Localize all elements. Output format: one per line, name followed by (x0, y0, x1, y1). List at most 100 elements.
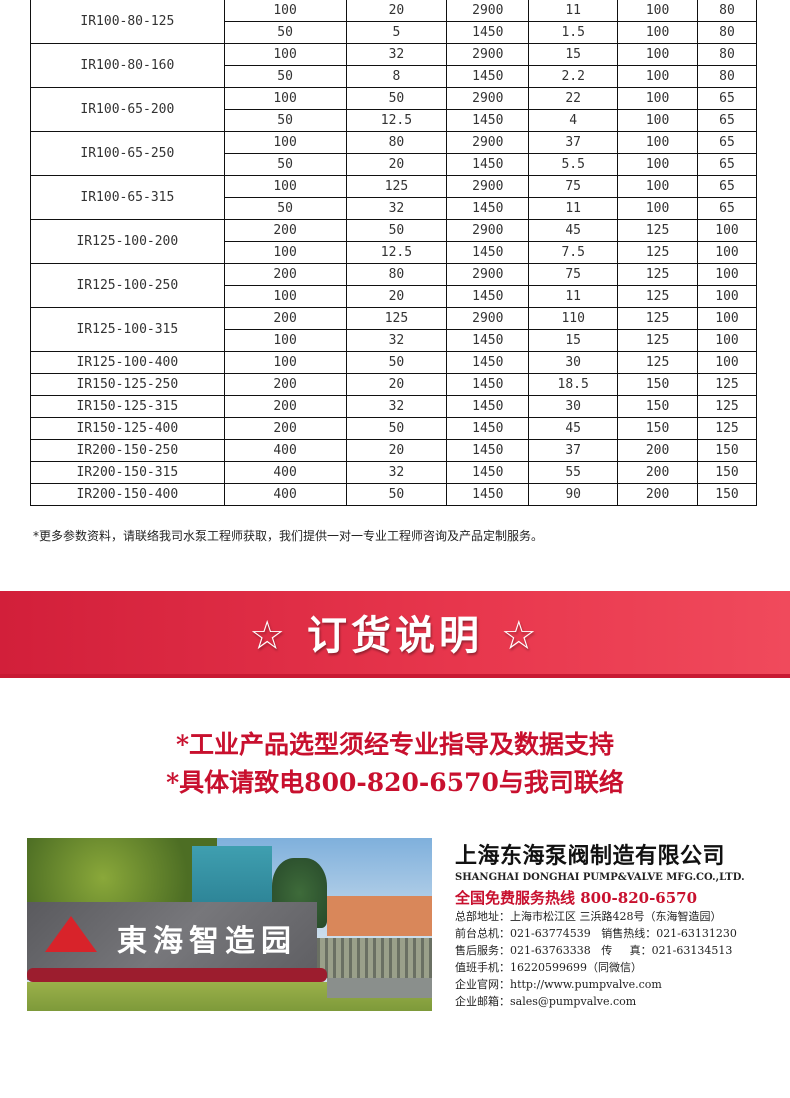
value-cell: 1450 (446, 373, 530, 396)
value-cell: 100 (697, 329, 757, 352)
table-row: IR100-65-250 100 80 2900 37 100 65 (30, 131, 757, 176)
table-row: IR125-100-400 100 50 1450 30 125 100 (30, 351, 757, 374)
model-cell: IR125-100-200 (30, 219, 225, 264)
table-row: IR125-100-250 200 80 2900 75 125 100 (30, 263, 757, 308)
value-cell: 2900 (446, 219, 530, 242)
table-row: IR150-125-250 200 20 1450 18.5 150 125 (30, 373, 757, 396)
company-name: 上海东海泵阀制造有限公司 (455, 844, 726, 869)
value-cell: 50 (223, 65, 347, 88)
value-cell: 1450 (446, 241, 530, 264)
value-cell: 125 (617, 241, 699, 264)
value-cell: 1450 (446, 285, 530, 308)
value-cell: 4 (528, 109, 619, 132)
table-row: IR100-80-160 100 32 2900 15 100 80 (30, 43, 757, 88)
model-cell: IR100-65-315 (30, 175, 225, 220)
value-cell: 12.5 (345, 241, 448, 264)
table-row: IR125-100-315 200 125 2900 110 125 100 (30, 307, 757, 352)
value-cell: 100 (617, 197, 699, 220)
company-name-en: SHANGHAI DONGHAI PUMP&VALVE MFG.CO.,LTD. (455, 872, 745, 883)
value-cell: 2900 (446, 87, 530, 110)
value-cell: 65 (697, 131, 757, 154)
table-row: 100 20 1450 11 125 100 (31, 285, 757, 308)
value-cell: 100 (617, 131, 699, 154)
value-cell: 400 (223, 461, 347, 484)
value-cell: 200 (223, 219, 347, 242)
value-cell: 100 (617, 109, 699, 132)
value-cell: 125 (617, 219, 699, 242)
value-cell: 1450 (446, 109, 530, 132)
table-row: IR150-125-315 200 32 1450 30 150 125 (30, 395, 757, 418)
value-cell: 37 (528, 439, 619, 462)
value-cell: 55 (528, 461, 619, 484)
value-cell: 1450 (446, 395, 530, 418)
value-cell: 7.5 (528, 241, 619, 264)
value-cell: 150 (617, 373, 699, 396)
value-cell: 15 (528, 329, 619, 352)
value-cell: 100 (223, 241, 347, 264)
value-cell: 100 (223, 43, 347, 66)
hotline: 全国免费服务热线 800-820-6570 (455, 889, 698, 907)
value-cell: 65 (697, 153, 757, 176)
value-cell: 200 (223, 307, 347, 330)
model-cell: IR100-80-125 (30, 0, 225, 44)
value-cell: 125 (617, 263, 699, 286)
value-cell: 150 (617, 417, 699, 440)
value-cell: 80 (345, 263, 448, 286)
model-cell: IR150-125-250 (30, 373, 225, 396)
value-cell: 1450 (446, 197, 530, 220)
value-cell: 80 (697, 0, 757, 22)
value-cell: 50 (223, 153, 347, 176)
value-cell: 75 (528, 175, 619, 198)
value-cell: 2900 (446, 43, 530, 66)
table-row: IR200-150-315 400 32 1450 55 200 150 (30, 461, 757, 484)
footnote: *更多参数资料，请联络我司水泵工程师获取，我们提供一对一专业工程师咨询及产品定制… (33, 529, 544, 543)
value-cell: 50 (345, 219, 448, 242)
table-row: IR150-125-400 200 50 1450 45 150 125 (30, 417, 757, 440)
value-cell: 1.5 (528, 21, 619, 44)
mobile: 值班手机：16220599699（同微信） (455, 961, 642, 974)
value-cell: 1450 (446, 417, 530, 440)
table-row: 50 32 1450 11 100 65 (31, 197, 757, 220)
value-cell: 110 (528, 307, 619, 330)
order-banner: ☆ 订货说明 ☆ (0, 591, 790, 678)
value-cell: 1450 (446, 461, 530, 484)
value-cell: 65 (697, 175, 757, 198)
value-cell: 20 (345, 285, 448, 308)
value-cell: 2900 (446, 307, 530, 330)
table-row: IR200-150-250 400 20 1450 37 200 150 (30, 439, 757, 462)
company-photo: 東海智造园 (27, 838, 432, 1011)
value-cell: 100 (697, 351, 757, 374)
value-cell: 100 (223, 329, 347, 352)
table-row: IR100-80-125 100 20 2900 11 100 80 (30, 0, 757, 44)
value-cell: 200 (223, 373, 347, 396)
value-cell: 100 (223, 175, 347, 198)
value-cell: 11 (528, 197, 619, 220)
value-cell: 100 (697, 307, 757, 330)
value-cell: 11 (528, 0, 619, 22)
value-cell: 2900 (446, 175, 530, 198)
value-cell: 32 (345, 43, 448, 66)
value-cell: 125 (697, 395, 757, 418)
value-cell: 2900 (446, 0, 530, 22)
value-cell: 65 (697, 109, 757, 132)
value-cell: 20 (345, 373, 448, 396)
value-cell: 125 (697, 417, 757, 440)
value-cell: 125 (617, 351, 699, 374)
order-line-2: *具体请致电800-820-6570与我司联络 (166, 768, 624, 797)
value-cell: 30 (528, 395, 619, 418)
value-cell: 50 (223, 21, 347, 44)
website-link[interactable]: 企业官网：http://www.pumpvalve.com (455, 978, 662, 991)
value-cell: 125 (345, 307, 448, 330)
value-cell: 200 (617, 461, 699, 484)
email-link[interactable]: 企业邮箱：sales@pumpvalve.com (455, 995, 637, 1008)
value-cell: 100 (697, 241, 757, 264)
value-cell: 80 (697, 65, 757, 88)
value-cell: 2900 (446, 131, 530, 154)
value-cell: 150 (697, 483, 757, 506)
value-cell: 1450 (446, 153, 530, 176)
value-cell: 50 (345, 417, 448, 440)
value-cell: 2900 (446, 263, 530, 286)
model-cell: IR150-125-400 (30, 417, 225, 440)
value-cell: 20 (345, 439, 448, 462)
value-cell: 100 (617, 175, 699, 198)
